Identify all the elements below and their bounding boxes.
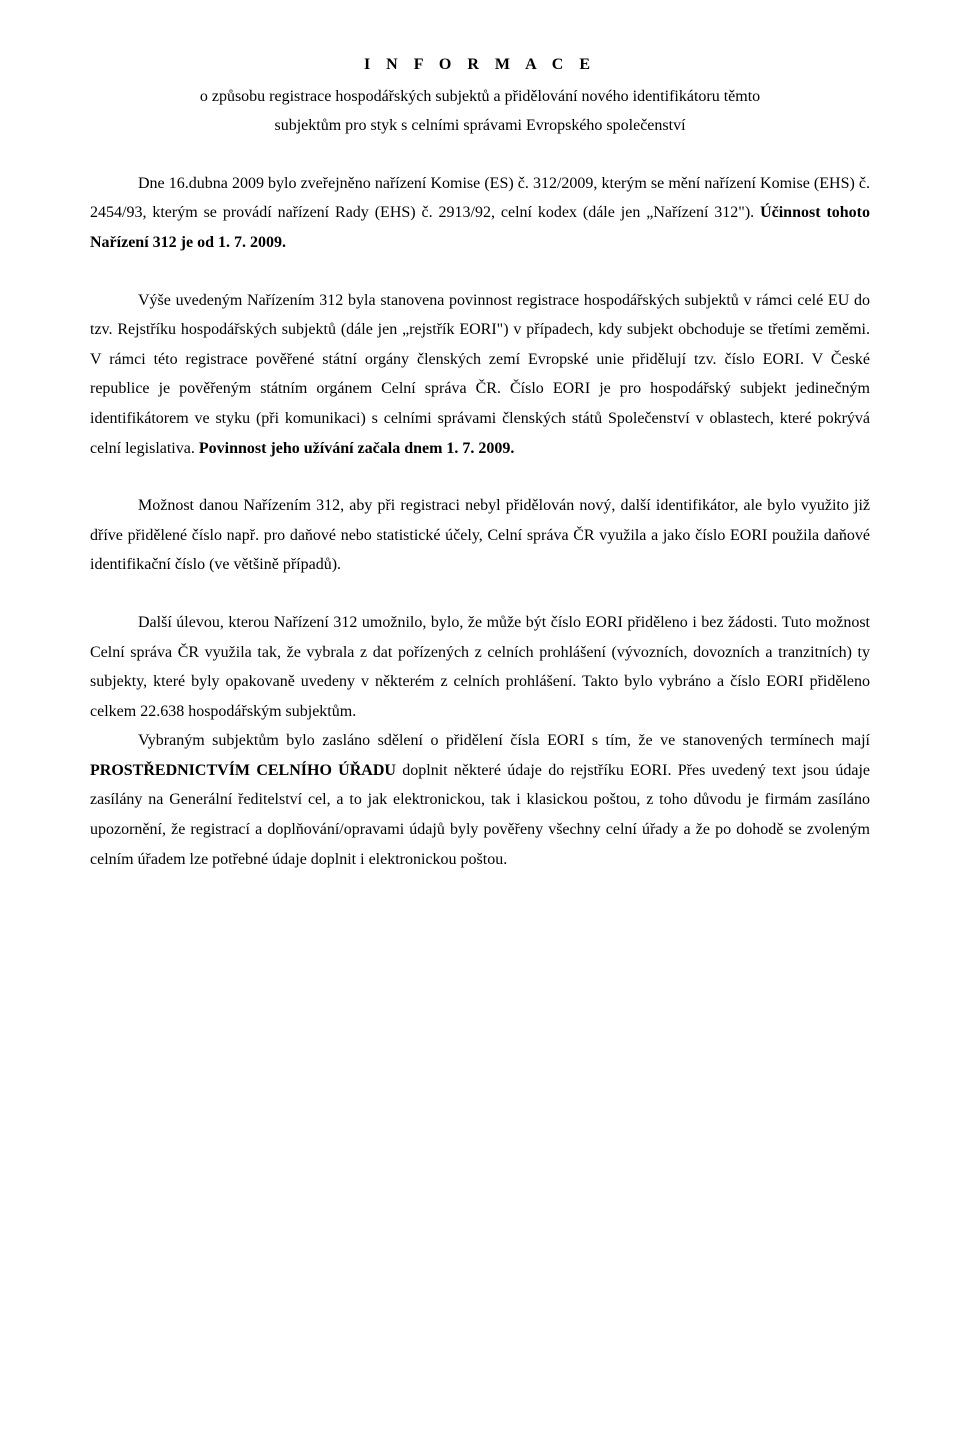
paragraph-5: Vybraným subjektům bylo zasláno sdělení … [90,726,870,874]
document-subtitle-line1: o způsobu registrace hospodářských subje… [90,82,870,112]
document-title: I N F O R M A C E [90,50,870,80]
paragraph-2: Výše uvedeným Nařízením 312 byla stanove… [90,286,870,464]
paragraph-5-bold: PROSTŘEDNICTVÍM CELNÍHO ÚŘADU [90,762,396,779]
paragraph-5-text-1: Vybraným subjektům bylo zasláno sdělení … [138,732,870,749]
paragraph-2-text: Výše uvedeným Nařízením 312 byla stanove… [90,292,870,457]
paragraph-4: Další úlevou, kterou Nařízení 312 umožni… [90,608,870,726]
paragraph-1: Dne 16.dubna 2009 bylo zveřejněno naříze… [90,169,870,258]
paragraph-1-text: Dne 16.dubna 2009 bylo zveřejněno naříze… [90,175,870,222]
document-subtitle-line2: subjektům pro styk s celními správami Ev… [90,111,870,141]
paragraph-3: Možnost danou Nařízením 312, aby při reg… [90,491,870,580]
paragraph-2-bold: Povinnost jeho užívání začala dnem 1. 7.… [199,440,515,457]
